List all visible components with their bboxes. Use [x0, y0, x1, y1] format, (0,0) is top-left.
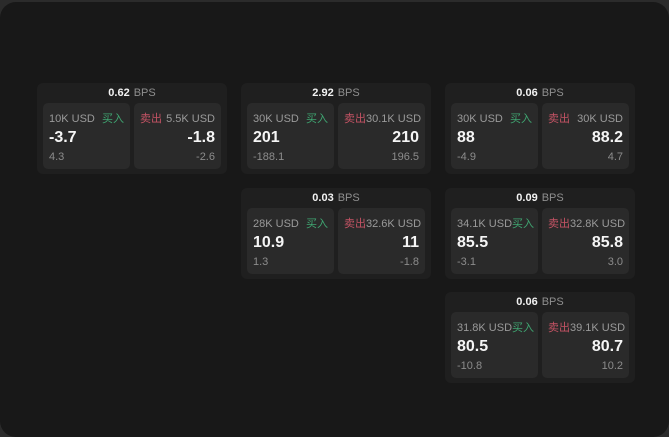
sell-side-label: 卖出: [140, 113, 162, 125]
buy-change: 1.3: [253, 256, 269, 268]
sell-side-label: 卖出: [548, 322, 570, 334]
quote-card: 0.06 BPS 30K USD 买入 88 -4.9 卖出 30K USD: [445, 83, 635, 174]
sell-panel[interactable]: 卖出 32.6K USD 11 -1.8: [338, 208, 425, 274]
buy-notional: 10K USD: [49, 113, 95, 125]
buy-side-label: 买入: [306, 218, 328, 230]
buy-side-label: 买入: [306, 113, 328, 125]
quote-card: 2.92 BPS 30K USD 买入 201 -188.1 卖出 30.1K …: [241, 83, 431, 174]
sell-notional: 32.6K USD: [366, 218, 422, 230]
spread-bps-value: 0.09: [516, 192, 538, 204]
bps-unit-label: BPS: [337, 87, 360, 99]
card-header: 0.06 BPS: [451, 83, 629, 103]
sell-notional: 39.1K USD: [570, 322, 626, 334]
sell-side-label: 卖出: [548, 113, 570, 125]
buy-notional: 34.1K USD: [457, 218, 513, 230]
buy-panel[interactable]: 30K USD 买入 88 -4.9: [451, 103, 538, 169]
sell-change: 4.7: [607, 151, 623, 163]
buy-price: 88: [457, 129, 475, 146]
buy-change: -4.9: [457, 151, 476, 163]
buy-price: 10.9: [253, 234, 285, 251]
quote-card: 0.03 BPS 28K USD 买入 10.9 1.3 卖出 32.6K US…: [241, 188, 431, 279]
sell-panel[interactable]: 卖出 30.1K USD 210 196.5: [338, 103, 425, 169]
bps-unit-label: BPS: [541, 296, 564, 308]
sell-notional: 30K USD: [577, 113, 623, 125]
buy-change: -188.1: [253, 151, 285, 163]
spread-bps-value: 0.62: [108, 87, 130, 99]
buy-panel[interactable]: 10K USD 买入 -3.7 4.3: [43, 103, 130, 169]
sell-notional: 32.8K USD: [570, 218, 626, 230]
spread-bps-value: 2.92: [312, 87, 334, 99]
buy-price: 201: [253, 129, 280, 146]
sell-side-label: 卖出: [344, 218, 366, 230]
card-header: 2.92 BPS: [247, 83, 425, 103]
buy-panel[interactable]: 34.1K USD 买入 85.5 -3.1: [451, 208, 538, 274]
sell-price: -1.8: [187, 129, 215, 146]
buy-change: -3.1: [457, 256, 476, 268]
sell-notional: 30.1K USD: [366, 113, 422, 125]
card-header: 0.03 BPS: [247, 188, 425, 208]
buy-change: 4.3: [49, 151, 65, 163]
sell-panel[interactable]: 卖出 32.8K USD 85.8 3.0: [542, 208, 629, 274]
sell-side-label: 卖出: [548, 218, 570, 230]
buy-notional: 31.8K USD: [457, 322, 513, 334]
buy-side-label: 买入: [512, 322, 535, 334]
sell-price: 210: [392, 129, 419, 146]
buy-panel[interactable]: 30K USD 买入 201 -188.1: [247, 103, 334, 169]
spread-bps-value: 0.06: [516, 296, 538, 308]
sell-panel[interactable]: 卖出 30K USD 88.2 4.7: [542, 103, 629, 169]
spread-bps-value: 0.06: [516, 87, 538, 99]
sell-price: 11: [402, 234, 419, 251]
buy-notional: 30K USD: [253, 113, 299, 125]
buy-side-label: 买入: [510, 113, 532, 125]
buy-side-label: 买入: [102, 113, 124, 125]
quote-card: 0.62 BPS 10K USD 买入 -3.7 4.3 卖出 5.5K USD: [37, 83, 227, 174]
buy-notional: 28K USD: [253, 218, 299, 230]
buy-side-label: 买入: [512, 218, 535, 230]
sell-change: 10.2: [601, 360, 623, 372]
buy-panel[interactable]: 28K USD 买入 10.9 1.3: [247, 208, 334, 274]
quote-card: 0.06 BPS 31.8K USD 买入 80.5 -10.8 卖出 39.1…: [445, 292, 635, 383]
sell-price: 80.7: [591, 338, 623, 355]
sell-panel[interactable]: 卖出 5.5K USD -1.8 -2.6: [134, 103, 221, 169]
bps-unit-label: BPS: [541, 192, 564, 204]
sell-side-label: 卖出: [344, 113, 366, 125]
buy-price: 85.5: [457, 234, 489, 251]
buy-price: 80.5: [457, 338, 489, 355]
sell-change: -2.6: [196, 151, 215, 163]
buy-price: -3.7: [49, 129, 77, 146]
buy-notional: 30K USD: [457, 113, 503, 125]
card-header: 0.09 BPS: [451, 188, 629, 208]
card-header: 0.62 BPS: [43, 83, 221, 103]
bps-unit-label: BPS: [541, 87, 564, 99]
sell-price: 88.2: [591, 129, 623, 146]
sell-change: -1.8: [400, 256, 419, 268]
sell-notional: 5.5K USD: [166, 113, 215, 125]
sell-panel[interactable]: 卖出 39.1K USD 80.7 10.2: [542, 312, 629, 378]
sell-change: 196.5: [391, 151, 419, 163]
buy-change: -10.8: [457, 360, 483, 372]
bps-unit-label: BPS: [133, 87, 156, 99]
sell-change: 3.0: [607, 256, 623, 268]
bps-unit-label: BPS: [337, 192, 360, 204]
sell-price: 85.8: [591, 234, 623, 251]
buy-panel[interactable]: 31.8K USD 买入 80.5 -10.8: [451, 312, 538, 378]
card-header: 0.06 BPS: [451, 292, 629, 312]
spread-bps-value: 0.03: [312, 192, 334, 204]
quote-card: 0.09 BPS 34.1K USD 买入 85.5 -3.1 卖出 32.8K…: [445, 188, 635, 279]
